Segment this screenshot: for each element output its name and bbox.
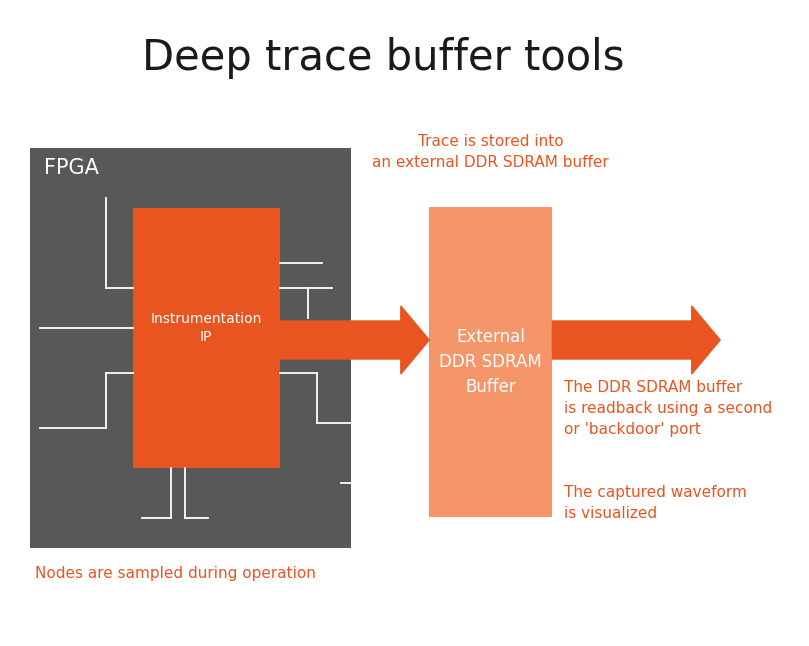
Text: The captured waveform
is visualized: The captured waveform is visualized: [564, 485, 747, 521]
Text: Trace is stored into
an external DDR SDRAM buffer: Trace is stored into an external DDR SDR…: [372, 134, 609, 170]
Text: The DDR SDRAM buffer
is readback using a second
or 'backdoor' port: The DDR SDRAM buffer is readback using a…: [564, 380, 772, 437]
FancyArrow shape: [553, 306, 720, 374]
Text: Instrumentation
IP: Instrumentation IP: [150, 313, 262, 344]
Text: FPGA: FPGA: [44, 158, 99, 178]
Text: Deep trace buffer tools: Deep trace buffer tools: [142, 37, 624, 79]
Bar: [30, 148, 350, 548]
FancyArrow shape: [280, 306, 430, 374]
Bar: [430, 207, 553, 517]
Text: Nodes are sampled during operation: Nodes are sampled during operation: [35, 566, 316, 581]
Text: External
DDR SDRAM
Buffer: External DDR SDRAM Buffer: [439, 328, 542, 396]
Bar: [133, 208, 280, 468]
